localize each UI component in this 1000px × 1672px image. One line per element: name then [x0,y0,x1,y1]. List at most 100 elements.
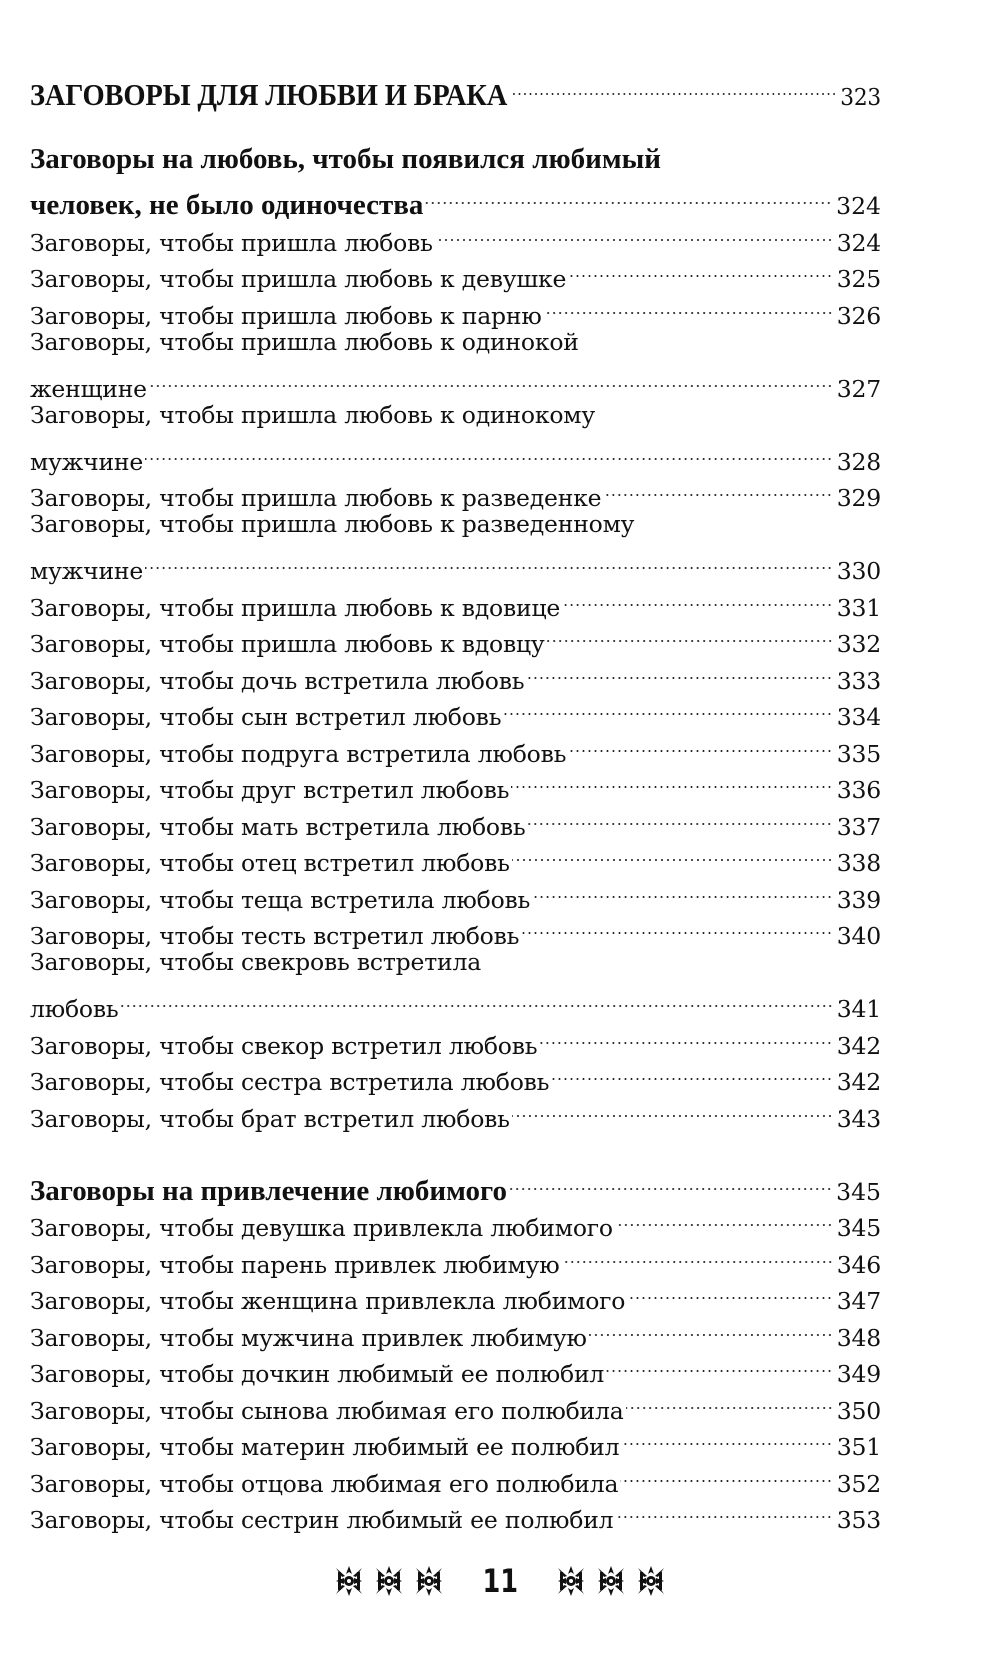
page-ref: 335 [836,739,881,768]
entry-title: Заговоры, чтобы тесть встретил любовь [30,922,520,950]
entry-title: Заговоры, чтобы материн любимый ее полюб… [30,1433,620,1461]
page-ref: 343 [836,1104,881,1133]
section-heading-text: Заговоры на любовь, чтобы появился любим… [30,143,661,175]
toc-entry-line: Заговоры, чтобы сынова любимая его полюб… [30,1382,881,1425]
toc-entry-line: Заговоры, чтобы пришла любовь к вдовцу 33… [30,616,881,658]
entry-title: Заговоры, чтобы пришла любовь к вдовице [30,593,561,622]
entry-title: Заговоры, чтобы отцова любимая его полюб… [30,1469,619,1498]
page-ref: 349 [836,1360,881,1388]
dot-leader [539,1017,833,1054]
page-ref: 347 [836,1287,881,1315]
page-ref: 336 [836,776,881,804]
dot-leader [503,689,833,726]
page-ref: 345 [836,1214,881,1242]
dot-leader [148,360,833,397]
page-ref: 351 [836,1433,881,1461]
toc-entry-line: Заговоры, чтобы пришла любовь к разведен… [30,470,881,512]
toc-entry-line: Заговоры, чтобы пришла любовь к вдовице 3… [30,579,881,622]
dot-leader [511,1090,833,1127]
page-number: 11 [482,1562,518,1600]
toc-entry-line: Заговоры, чтобы мужчина привлек любимую 3… [30,1309,881,1352]
page-ref: 348 [836,1323,881,1352]
toc-entry-line: Заговоры, чтобы подруга встретила любовь… [30,725,881,768]
entry-title: Заговоры, чтобы сын встретил любовь [30,703,502,731]
floral-ornament-icon [335,1566,362,1596]
toc-entry-line: мужчине 330 [30,543,881,585]
entry-title: Заговоры, чтобы пришла любовь к разведен… [30,510,635,538]
page-ref: 350 [836,1396,881,1425]
floral-ornament-icon [415,1566,442,1596]
section-heading-text: Заговоры на привлечение любимого [30,1174,507,1207]
dot-leader [627,1273,833,1310]
page-ref: 342 [836,1068,881,1096]
entry-title: Заговоры, чтобы мать встретила любовь [30,812,526,841]
dot-leader [606,1346,833,1383]
page-ref: 341 [836,995,881,1023]
toc-entry-line: Заговоры, чтобы пришла любовь к разведен… [30,506,881,543]
entry-title: Заговоры, чтобы пришла любовь к вдовцу [30,630,545,658]
entry-title: Заговоры, чтобы сынова любимая его полюб… [30,1396,624,1425]
toc-entry-line: Заговоры, чтобы девушка привлекла любимо… [30,1200,881,1242]
chapter-title: ЗАГОВОРЫ ДЛЯ ЛЮБВИ И БРАКА [30,76,508,112]
dot-leader [509,68,837,105]
entry-title: Заговоры, чтобы дочь встретила любовь [30,666,525,695]
entry-title: Заговоры, чтобы дочкин любимый ее полюби… [30,1360,605,1388]
entry-title: мужчине [30,447,144,476]
entry-title: Заговоры, чтобы пришла любовь к девушке [30,265,567,293]
toc-entry-line: Заговоры, чтобы теща встретила любовь 339 [30,871,881,914]
toc-entry-line: Заговоры, чтобы пришла любовь к парню 326 [30,287,881,330]
toc-entry-line: Заговоры, чтобы отцова любимая его полюб… [30,1455,881,1498]
page-ref: 324 [836,192,881,220]
toc-entry-line: Заговоры, чтобы свекровь встретила [30,944,881,981]
entry-title: Заговоры, чтобы теща встретила любовь [30,885,531,914]
entry-title: женщине [30,374,147,403]
floral-ornament-icon [375,1566,402,1596]
entry-title: мужчине [30,557,144,585]
page-ref: 328 [836,447,881,476]
entry-title: Заговоры, чтобы пришла любовь к одинокой [30,327,579,356]
section-heading-line: Заговоры на любовь, чтобы появился любим… [30,141,881,178]
dot-leader [588,1309,833,1346]
entry-title: Заговоры, чтобы сестрин любимый ее полюб… [30,1506,614,1534]
page-ref: 340 [836,922,881,950]
dot-leader [543,287,833,324]
dot-leader [145,543,833,580]
page-ref: 353 [836,1506,881,1534]
entry-title: Заговоры, чтобы пришла любовь к парню [30,301,542,330]
toc-entry-line: мужчине 328 [30,433,881,476]
dot-leader [145,433,833,470]
toc-entry-line: Заговоры, чтобы пришла любовь к девушке 3… [30,251,881,293]
entry-title: Заговоры, чтобы мужчина привлек любимую [30,1323,587,1352]
dot-leader [434,214,833,251]
dot-leader [561,1236,833,1273]
page-ref: 346 [836,1250,881,1279]
toc-entry-line: Заговоры, чтобы дочкин любимый ее полюби… [30,1346,881,1388]
page-ref: 323 [840,82,881,111]
dot-leader [603,470,833,507]
toc-entry-line: Заговоры, чтобы женщина привлекла любимо… [30,1273,881,1315]
chapter-entry: ЗАГОВОРЫ ДЛЯ ЛЮБВИ И БРАКА 323 [30,68,881,112]
entry-title: любовь [30,995,119,1023]
toc-entry-line: любовь 341 [30,981,881,1023]
toc-entry-line: Заговоры, чтобы парень привлек любимую 34… [30,1236,881,1279]
dot-leader [526,652,833,689]
toc-entry-line: Заговоры, чтобы сын встретил любовь 334 [30,689,881,731]
toc-entry-line: Заговоры, чтобы сестра встретила любовь 3… [30,1054,881,1096]
page-ref: 345 [836,1177,881,1206]
toc-entry-line: Заговоры, чтобы отец встретил любовь 338 [30,835,881,877]
toc-entry-line: женщине 327 [30,360,881,403]
page-ref: 327 [836,374,881,403]
dot-leader [546,616,833,653]
entry-title: Заговоры, чтобы свекор встретил любовь [30,1031,538,1060]
entry-title: Заговоры, чтобы пришла любовь к разведен… [30,484,602,512]
entry-title: Заговоры, чтобы друг встретил любовь [30,776,510,804]
dot-leader [621,1419,833,1456]
toc-entry-line: Заговоры, чтобы друг встретил любовь 336 [30,762,881,804]
section-heading-text: человек, не было одиночества [30,189,424,221]
toc-entry-line: Заговоры, чтобы сестрин любимый ее полюб… [30,1492,881,1534]
entry-title: Заговоры, чтобы девушка привлекла любимо… [30,1214,613,1242]
floral-ornament-icon [598,1566,625,1596]
table-of-contents: ЗАГОВОРЫ ДЛЯ ЛЮБВИ И БРАКА 323 Заговоры … [30,68,881,1535]
entry-title: Заговоры, чтобы отец встретил любовь [30,849,510,877]
page-ref: 342 [836,1031,881,1060]
